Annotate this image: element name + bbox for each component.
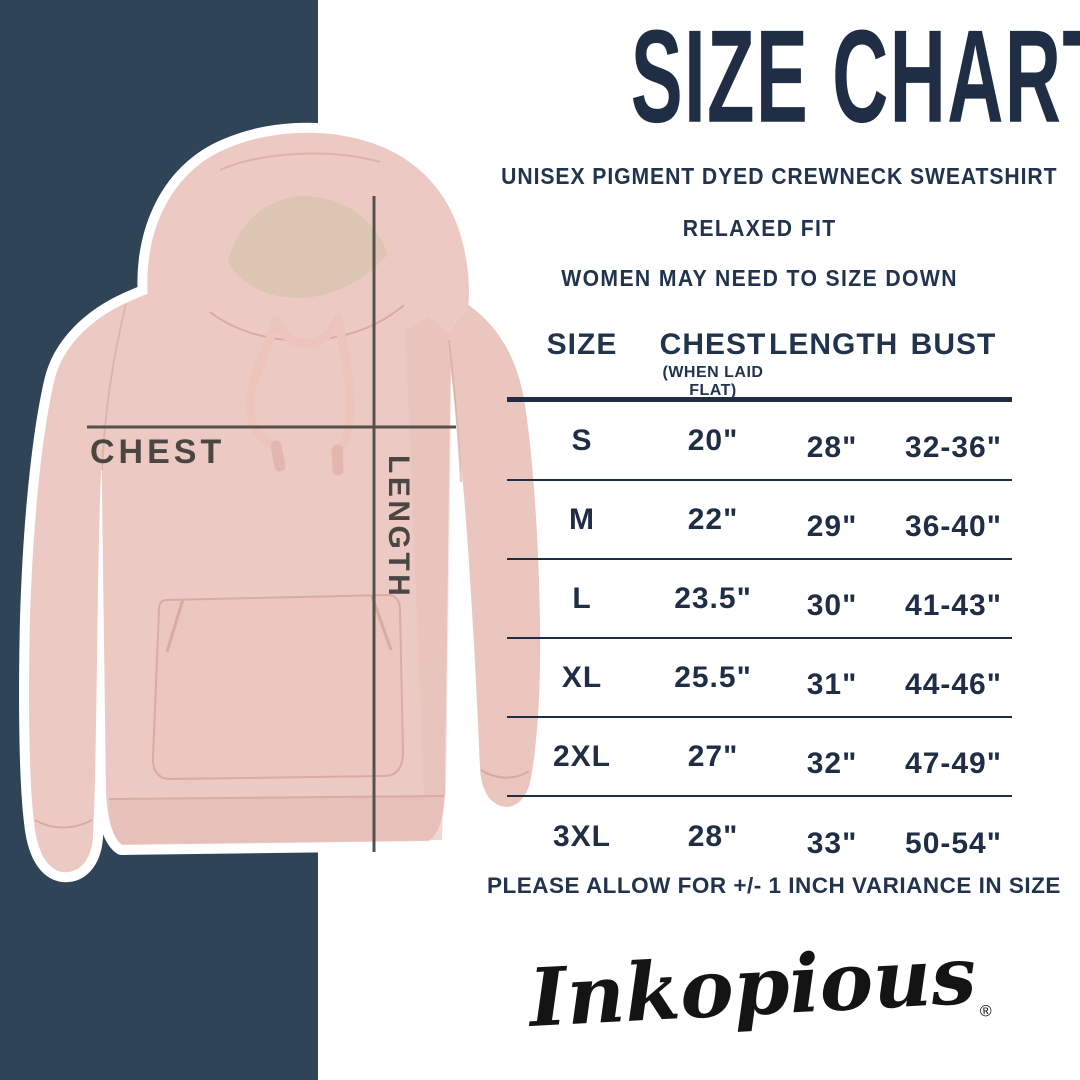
hoodie-illustration: CHEST LENGTH bbox=[19, 132, 541, 883]
registered-trademark-symbol: ® bbox=[979, 1002, 993, 1021]
table-row: 2XL 27" 32" 47-49" bbox=[507, 718, 1012, 797]
length-label: LENGTH bbox=[382, 455, 415, 599]
table-row: S 20" 28" 32-36" bbox=[507, 402, 1012, 481]
brand-logo-text: Inkopious bbox=[526, 927, 979, 1046]
table-row: L 23.5" 30" 41-43" bbox=[507, 560, 1012, 639]
kangaroo-pocket bbox=[151, 593, 405, 781]
size-table: SIZE CHEST (WHEN LAID FLAT) LENGTH BUST … bbox=[507, 318, 1012, 877]
table-row: M 22" 29" 36-40" bbox=[507, 481, 1012, 560]
col-header-chest: CHEST (WHEN LAID FLAT) bbox=[657, 328, 769, 400]
chest-label: CHEST bbox=[90, 433, 225, 471]
right-sleeve bbox=[446, 306, 541, 807]
col-header-length: LENGTH bbox=[769, 328, 899, 361]
measurement-overlay: CHEST LENGTH bbox=[87, 196, 456, 852]
table-row: XL 25.5" 31" 44-46" bbox=[507, 639, 1012, 718]
left-sleeve bbox=[29, 302, 133, 873]
size-chart-panel: SIZE CHART UNISEX PIGMENT DYED CREWNECK … bbox=[487, 0, 1080, 1080]
brand-logo: Inkopious® bbox=[505, 925, 1014, 1047]
hood-lining bbox=[228, 196, 388, 298]
page-title: SIZE CHART bbox=[630, 3, 1080, 151]
col-header-bust: BUST bbox=[910, 328, 997, 361]
col-header-size: SIZE bbox=[546, 328, 618, 361]
table-row: 3XL 28" 33" 50-54" bbox=[552, 820, 1002, 860]
hoodie-body bbox=[29, 132, 541, 873]
subtitle-product: UNISEX PIGMENT DYED CREWNECK SWEATSHIRT bbox=[501, 163, 1058, 189]
subtitle-fit: RELAXED FIT bbox=[682, 215, 837, 241]
variance-note: PLEASE ALLOW FOR +/- 1 INCH VARIANCE IN … bbox=[487, 873, 1061, 898]
drawstrings bbox=[245, 313, 355, 455]
subtitle-sizing-advice: WOMEN MAY NEED TO SIZE DOWN bbox=[561, 265, 958, 291]
chest-subnote: (WHEN LAID FLAT) bbox=[662, 364, 764, 399]
table-header-row: SIZE CHEST (WHEN LAID FLAT) LENGTH BUST bbox=[507, 318, 1012, 402]
